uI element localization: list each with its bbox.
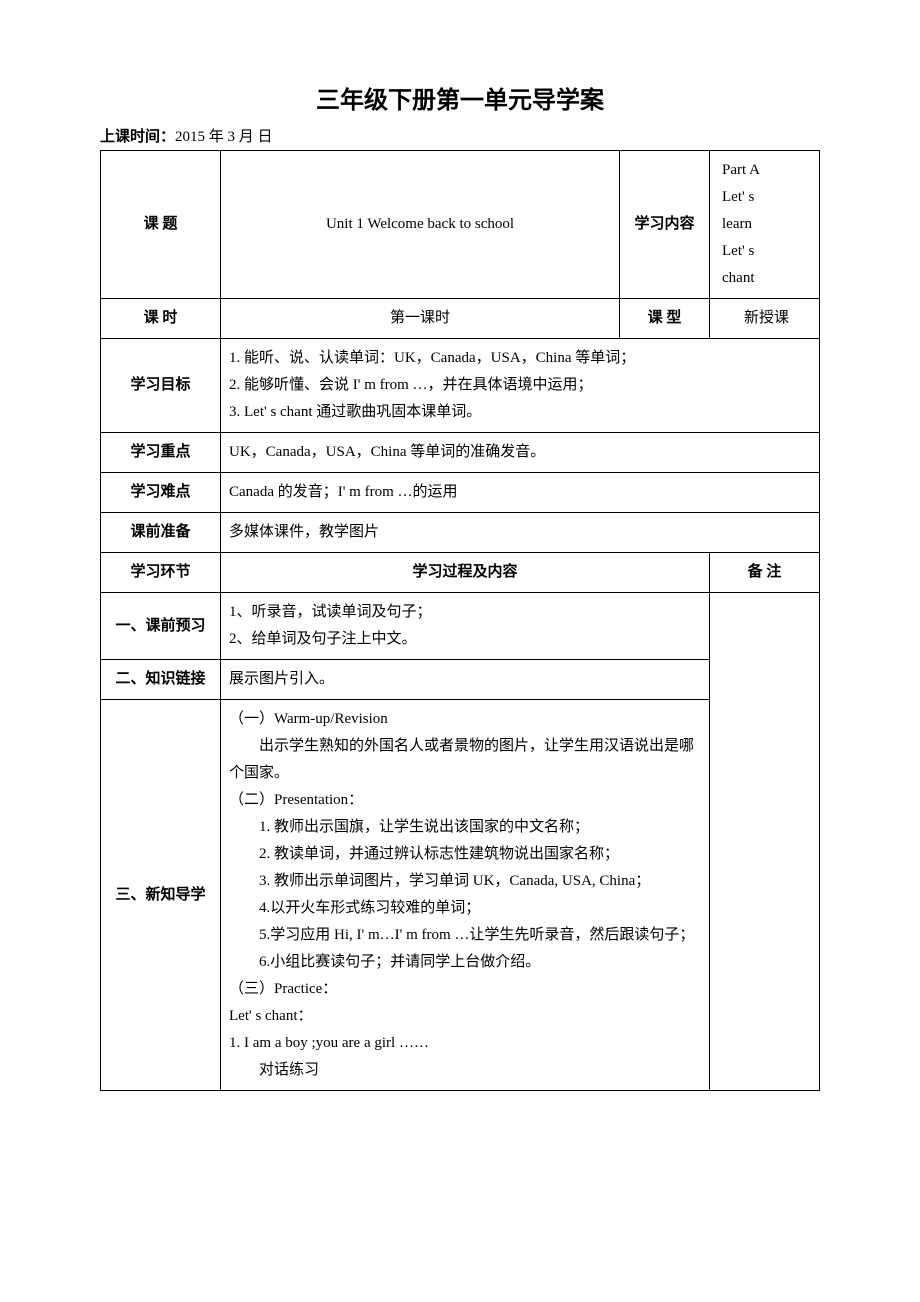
nk-s13: 对话练习 (229, 1057, 701, 1084)
class-time: 上课时间：2015 年 3 月 日 (100, 125, 820, 146)
nk-s7: 4.以开火车形式练习较难的单词； (229, 895, 701, 922)
difficulty-value: Canada 的发音；I' m from …的运用 (221, 473, 820, 513)
keypoint-row: 学习重点 UK，Canada，USA，China 等单词的准确发音。 (101, 433, 820, 473)
nk-s4: 1. 教师出示国旗，让学生说出该国家的中文名称； (229, 814, 701, 841)
preview-line1: 1、听录音，试读单词及句子； (229, 599, 701, 626)
nk-s10: （三）Practice： (229, 976, 701, 1003)
preview-label: 一、课前预习 (101, 593, 221, 660)
segment-header-row: 学习环节 学习过程及内容 备 注 (101, 553, 820, 593)
nk-s12: 1. I am a boy ;you are a girl …… (229, 1030, 701, 1057)
segment-label: 学习环节 (101, 553, 221, 593)
link-value: 展示图片引入。 (221, 660, 710, 700)
topic-row: 课 题 Unit 1 Welcome back to school 学习内容 P… (101, 151, 820, 299)
content-value: Part A Let' s learn Let' s chant (710, 151, 820, 299)
nk-s6: 3. 教师出示单词图片，学习单词 UK，Canada, USA, China； (229, 868, 701, 895)
period-value: 第一课时 (221, 299, 620, 339)
prep-row: 课前准备 多媒体课件，教学图片 (101, 513, 820, 553)
keypoint-label: 学习重点 (101, 433, 221, 473)
topic-value: Unit 1 Welcome back to school (221, 151, 620, 299)
preview-line2: 2、给单词及句子注上中文。 (229, 626, 701, 653)
prep-label: 课前准备 (101, 513, 221, 553)
newknowledge-value: （一）Warm-up/Revision 出示学生熟知的外国名人或者景物的图片，让… (221, 700, 710, 1091)
nk-s11: Let' s chant： (229, 1003, 701, 1030)
topic-label: 课 题 (101, 151, 221, 299)
preview-row: 一、课前预习 1、听录音，试读单词及句子； 2、给单词及句子注上中文。 (101, 593, 820, 660)
keypoint-value: UK，Canada，USA，China 等单词的准确发音。 (221, 433, 820, 473)
objective-line3: 3. Let' s chant 通过歌曲巩固本课单词。 (229, 399, 811, 426)
period-row: 课 时 第一课时 课 型 新授课 (101, 299, 820, 339)
notes-cell (710, 593, 820, 1091)
newknowledge-label: 三、新知导学 (101, 700, 221, 1091)
class-time-label: 上课时间： (100, 129, 175, 145)
objective-line2: 2. 能够听懂、会说 I' m from …，并在具体语境中运用； (229, 372, 811, 399)
nk-s3: （二）Presentation： (229, 787, 701, 814)
period-label: 课 时 (101, 299, 221, 339)
nk-s8: 5.学习应用 Hi, I' m…I' m from …让学生先听录音，然后跟读句… (229, 922, 701, 949)
link-label: 二、知识链接 (101, 660, 221, 700)
objective-value: 1. 能听、说、认读单词：UK，Canada，USA，China 等单词； 2.… (221, 339, 820, 433)
objective-row: 学习目标 1. 能听、说、认读单词：UK，Canada，USA，China 等单… (101, 339, 820, 433)
content-label: 学习内容 (620, 151, 710, 299)
nk-s1: （一）Warm-up/Revision (229, 706, 701, 733)
difficulty-label: 学习难点 (101, 473, 221, 513)
nk-s9: 6.小组比赛读句子；并请同学上台做介绍。 (229, 949, 701, 976)
notes-header: 备 注 (710, 553, 820, 593)
type-value: 新授课 (710, 299, 820, 339)
objective-label: 学习目标 (101, 339, 221, 433)
lesson-plan-table: 课 题 Unit 1 Welcome back to school 学习内容 P… (100, 150, 820, 1091)
class-time-value: 2015 年 3 月 日 (175, 129, 273, 145)
process-header: 学习过程及内容 (221, 553, 710, 593)
objective-line1: 1. 能听、说、认读单词：UK，Canada，USA，China 等单词； (229, 345, 811, 372)
nk-s2: 出示学生熟知的外国名人或者景物的图片，让学生用汉语说出是哪个国家。 (229, 733, 701, 787)
prep-value: 多媒体课件，教学图片 (221, 513, 820, 553)
type-label: 课 型 (620, 299, 710, 339)
difficulty-row: 学习难点 Canada 的发音；I' m from …的运用 (101, 473, 820, 513)
nk-s5: 2. 教读单词，并通过辨认标志性建筑物说出国家名称； (229, 841, 701, 868)
preview-value: 1、听录音，试读单词及句子； 2、给单词及句子注上中文。 (221, 593, 710, 660)
document-title: 三年级下册第一单元导学案 (100, 80, 820, 115)
